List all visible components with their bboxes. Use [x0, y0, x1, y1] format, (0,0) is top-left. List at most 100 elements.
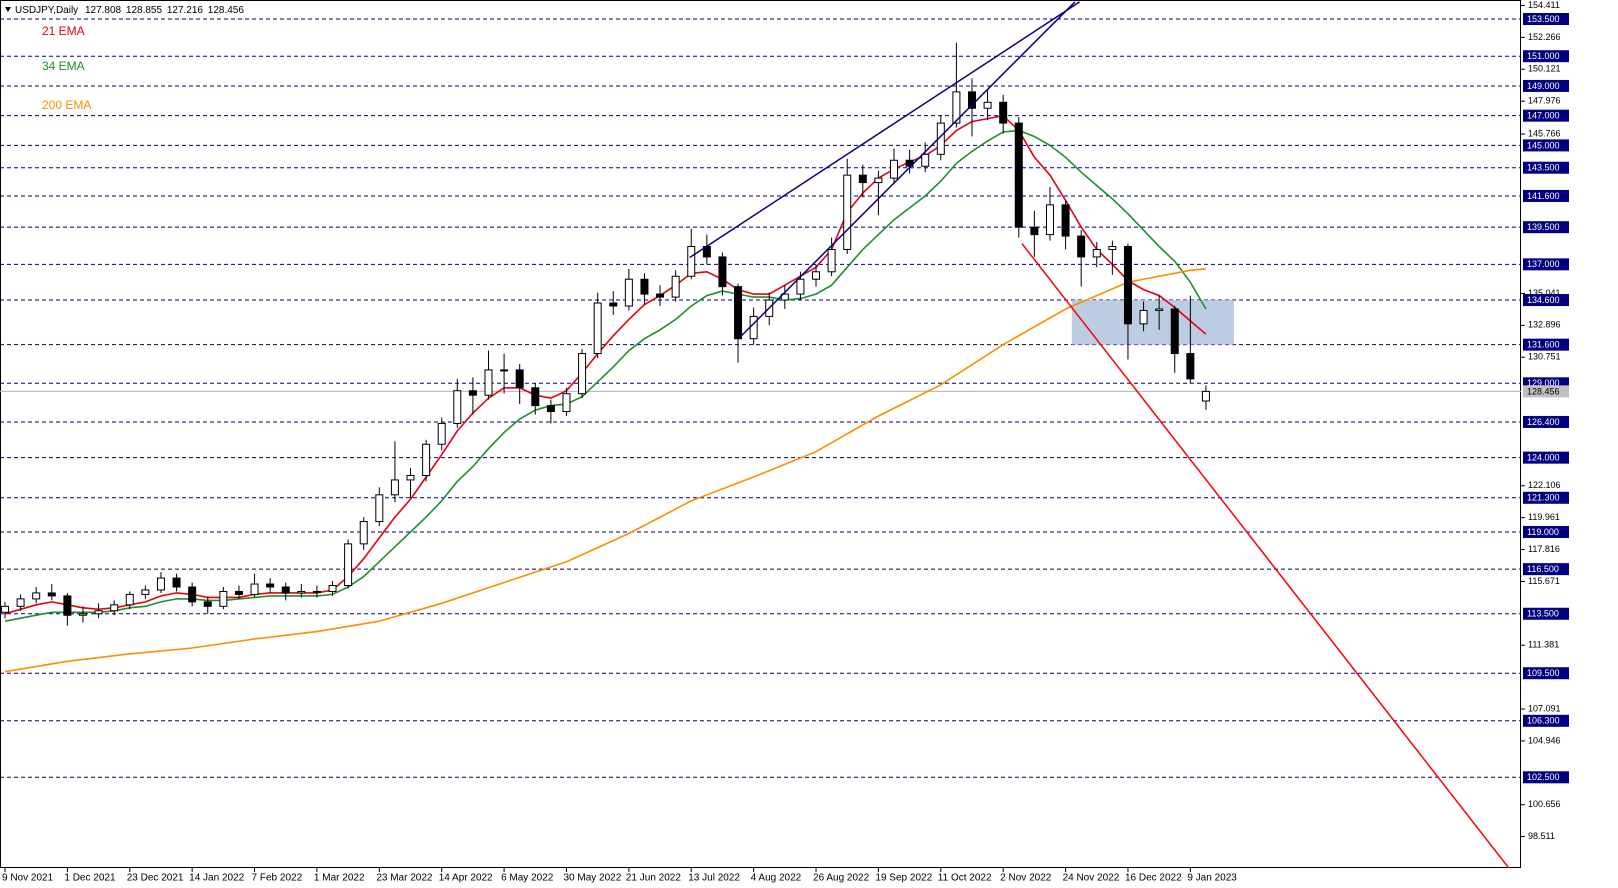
candle-body	[687, 246, 696, 277]
candle-body	[562, 393, 571, 413]
candle-body	[63, 595, 72, 616]
x-tick-label: 23 Dec 2021	[127, 873, 184, 884]
y-tick-label: 111.381	[1528, 640, 1559, 650]
candle-body	[593, 302, 602, 355]
level-label: 149.000	[1527, 81, 1560, 91]
candle-body	[515, 369, 524, 389]
level-label: 134.600	[1527, 295, 1560, 305]
candle-body	[250, 583, 259, 595]
y-tick-label: 122.106	[1528, 480, 1561, 490]
y-tick-label: 117.816	[1528, 544, 1560, 554]
y-tick-label: 132.896	[1528, 320, 1561, 330]
level-label: 143.500	[1527, 163, 1560, 173]
x-tick-label: 6 May 2022	[501, 873, 554, 884]
candle-body	[999, 101, 1008, 124]
candle-body	[578, 353, 587, 395]
trendline	[739, 1, 1076, 339]
x-tick-label: 26 Aug 2022	[813, 873, 870, 884]
candle-body	[624, 278, 633, 307]
x-tick-label: 1 Dec 2021	[64, 873, 116, 884]
legend-label: 21 EMA	[42, 24, 85, 38]
x-tick-label: 19 Sep 2022	[875, 873, 932, 884]
y-tick-label: 150.121	[1528, 64, 1561, 74]
level-label: 137.000	[1527, 259, 1560, 269]
ema-line	[4, 129, 1207, 622]
plot-area	[0, 1, 1521, 868]
y-tick-label: 152.266	[1528, 32, 1561, 42]
candle-body	[16, 598, 25, 607]
level-label-box	[1523, 294, 1569, 307]
candle-body	[546, 405, 555, 413]
level-label-box	[1523, 258, 1569, 271]
candle-body	[827, 248, 836, 273]
symbol-menu-arrow[interactable]	[5, 7, 11, 12]
candle-body	[406, 474, 415, 481]
candle-body	[1045, 204, 1054, 236]
candle-body	[468, 390, 477, 396]
level-label-box	[1523, 189, 1569, 202]
y-tick-label: 107.091	[1528, 703, 1561, 713]
candle-body	[484, 369, 493, 396]
level-label: 119.000	[1527, 527, 1559, 537]
level-label: 141.600	[1527, 191, 1560, 201]
candle-body	[718, 256, 727, 288]
y-tick-label: 145.766	[1528, 128, 1561, 138]
candle-body	[812, 271, 821, 280]
candle-body	[110, 604, 119, 612]
candle-body	[656, 293, 665, 298]
y-tick-label: 147.976	[1528, 96, 1561, 106]
x-tick-label: 23 Mar 2022	[376, 873, 433, 884]
candle-body	[203, 601, 212, 607]
last-low: 127.216	[167, 5, 204, 16]
y-tick-label: 115.671	[1528, 576, 1560, 586]
last-open: 127.808	[85, 5, 122, 16]
candle-body	[375, 494, 384, 523]
support-zone	[1071, 300, 1235, 345]
candle-body	[1108, 246, 1117, 250]
level-label: 147.000	[1527, 111, 1560, 121]
x-tick-label: 30 May 2022	[563, 873, 621, 884]
candle-body	[188, 586, 197, 603]
chart-header: USDJPY,Daily 127.808 128.855 127.216 128…	[15, 5, 244, 16]
level-label: 113.500	[1527, 609, 1559, 619]
candle-body	[297, 590, 306, 594]
level-label: 151.000	[1527, 51, 1560, 61]
candle-body	[1155, 308, 1164, 311]
level-label: 124.000	[1527, 453, 1560, 463]
candle-body	[32, 592, 41, 600]
candle-body	[156, 577, 165, 591]
candle-body	[172, 577, 181, 588]
level-label-box	[1523, 221, 1569, 234]
current-price-label: 128.456	[1527, 386, 1560, 396]
candle-body	[0, 605, 9, 613]
level-label-box	[1523, 415, 1569, 428]
level-label-box	[1523, 338, 1569, 351]
level-label: 145.000	[1527, 140, 1560, 150]
level-label-box	[1523, 563, 1569, 576]
x-tick-label: 21 Jun 2022	[626, 873, 681, 884]
candle-body	[671, 275, 680, 298]
candle-body	[531, 387, 540, 407]
plot-frame	[0, 0, 1521, 868]
candle-body	[967, 91, 976, 109]
candle-body	[125, 593, 134, 606]
candle-body	[1139, 309, 1148, 325]
x-tick-label: 1 Mar 2022	[314, 873, 365, 884]
level-label: 129.000	[1527, 378, 1560, 388]
y-tick-label: 130.751	[1528, 352, 1561, 362]
candle-body	[952, 91, 961, 124]
x-tick-label: 11 Oct 2022	[938, 873, 992, 884]
candle-body	[749, 315, 758, 340]
candle-body	[390, 479, 399, 496]
candle-body	[328, 585, 337, 592]
level-label-box	[1523, 13, 1569, 26]
candle-body	[1186, 353, 1195, 380]
ema-line	[4, 268, 1206, 673]
level-label: 121.300	[1527, 493, 1560, 503]
candle-body	[234, 590, 243, 595]
current-price-box	[1523, 385, 1569, 398]
y-tick-label: 119.961	[1528, 512, 1560, 522]
candle-body	[1077, 235, 1086, 258]
